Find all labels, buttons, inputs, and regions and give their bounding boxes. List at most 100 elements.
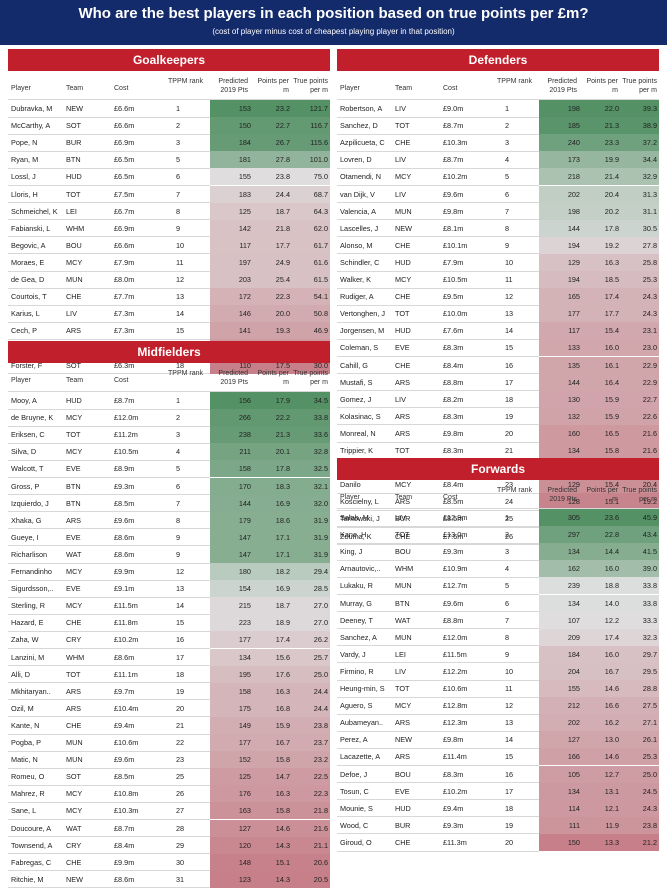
row-divider — [8, 733, 210, 735]
points-per-m-cell: 16.9 — [253, 580, 292, 598]
rank-cell: 25 — [176, 772, 185, 782]
table-row: Walker, K MCY £10.5m 11 194 18.5 25.3 — [337, 271, 659, 289]
row-divider — [337, 270, 539, 272]
table-row: Pope, N BUR £6.9m 3 184 26.7 115.6 — [8, 134, 330, 152]
table-row: Kolasinac, S ARS £8.3m 19 132 15.9 22.6 — [337, 407, 659, 425]
table-row: Wood, C BUR £9.3m 19 111 11.9 23.8 — [337, 816, 659, 834]
team-cell: TOT — [395, 530, 410, 540]
table-row: Monreal, N ARS £9.8m 20 160 16.5 21.6 — [337, 424, 659, 442]
true-points-per-m-cell: 24.3 — [621, 799, 659, 817]
col-header-points-per-m: Points per m — [257, 78, 289, 94]
row-divider — [337, 544, 539, 546]
rank-cell: 2 — [505, 530, 510, 540]
cost-cell: £8.8m — [443, 377, 464, 387]
row-divider — [8, 528, 210, 530]
row-divider — [8, 562, 210, 564]
cost-cell: £9.0m — [443, 104, 464, 113]
points-per-m-cell: 12.1 — [582, 799, 621, 817]
rank-cell: 20 — [176, 703, 185, 713]
player-cell: Mahrez, R — [11, 789, 45, 799]
cost-cell: £9.9m — [114, 567, 135, 576]
cost-cell: £9.6m — [443, 598, 464, 608]
row-divider — [8, 287, 210, 289]
player-cell: Ritchie, M — [11, 874, 44, 884]
true-points-per-m-cell: 22.5 — [292, 768, 330, 786]
rank-cell: 29 — [176, 840, 185, 850]
rank-cell: 2 — [176, 413, 181, 423]
row-divider — [8, 442, 210, 444]
player-cell: Perez, A — [340, 735, 368, 745]
table-row: Schindler, C HUD £7.9m 10 129 16.3 25.8 — [337, 253, 659, 271]
row-divider — [8, 270, 210, 272]
true-points-per-m-cell: 32.0 — [292, 494, 330, 512]
team-cell: HUD — [66, 396, 82, 405]
team-cell: CHE — [66, 292, 82, 302]
row-divider — [337, 133, 539, 135]
team-cell: MCY — [395, 172, 412, 182]
row-divider — [337, 167, 539, 169]
predicted-pts-cell: 132 — [539, 407, 582, 425]
row-divider — [337, 424, 539, 426]
row-divider — [337, 304, 539, 306]
player-cell: Kane, H — [340, 530, 367, 540]
team-cell: TOT — [395, 309, 410, 319]
team-cell: LIV — [395, 189, 406, 199]
true-points-per-m-cell: 25.8 — [621, 253, 659, 271]
predicted-pts-cell: 127 — [539, 731, 582, 749]
table-row: de Bruyne, K MCY £12.0m 2 266 22.2 33.8 — [8, 409, 330, 427]
true-points-per-m-cell: 62.0 — [292, 219, 330, 237]
rank-cell: 9 — [176, 549, 181, 559]
table-row: Mkhitaryan.. ARS £9.7m 19 158 16.3 24.4 — [8, 682, 330, 700]
points-per-m-cell: 21.3 — [253, 426, 292, 444]
player-cell: van Dijk, V — [340, 189, 375, 199]
cost-cell: £9.6m — [443, 189, 464, 199]
table-row: Vardy, J LEI £11.5m 9 184 16.0 29.7 — [337, 645, 659, 663]
table-row: Salah, M LIV £12.9m 1 305 23.6 45.9 — [337, 509, 659, 527]
rank-cell: 1 — [176, 396, 181, 405]
team-cell: BTN — [66, 155, 81, 165]
player-cell: Sterling, R — [11, 601, 46, 611]
team-cell: LIV — [395, 666, 406, 676]
predicted-pts-cell: 170 — [210, 477, 253, 495]
rank-cell: 14 — [176, 309, 185, 319]
team-cell: SOT — [66, 121, 81, 131]
col-header-cost: Cost — [443, 85, 458, 92]
rank-cell: 21 — [505, 446, 514, 455]
cost-cell: £10.0m — [443, 309, 468, 319]
row-divider — [8, 167, 210, 169]
predicted-pts-cell: 218 — [539, 168, 582, 186]
cost-cell: £8.5m — [443, 497, 464, 507]
rank-cell: 18 — [505, 394, 514, 404]
rank-cell: 14 — [505, 735, 514, 745]
table-row: Dubravka, M NEW £6.6m 1 153 23.2 121.7 — [8, 100, 330, 118]
points-per-m-cell: 22.7 — [253, 117, 292, 135]
rank-cell: 7 — [505, 206, 510, 216]
predicted-pts-cell: 266 — [210, 409, 253, 427]
col-header-tppm-rank: TPPM rank — [168, 370, 204, 377]
row-divider — [337, 321, 539, 323]
player-cell: Schindler, C — [340, 257, 380, 267]
player-cell: King, J — [340, 547, 363, 557]
rank-cell: 12 — [505, 701, 514, 711]
predicted-pts-cell: 195 — [210, 665, 253, 683]
cost-cell: £9.4m — [114, 720, 135, 730]
predicted-pts-cell: 158 — [210, 460, 253, 478]
team-cell: ARS — [395, 377, 411, 387]
player-cell: Danilo — [340, 480, 361, 490]
true-points-per-m-cell: 61.5 — [292, 271, 330, 289]
rank-cell: 13 — [176, 584, 185, 594]
team-cell: CHE — [395, 240, 411, 250]
rank-cell: 9 — [176, 532, 181, 542]
table-row: Lossl, J HUD £6.5m 6 155 23.8 75.0 — [8, 168, 330, 186]
rank-cell: 6 — [176, 481, 181, 491]
predicted-pts-cell: 120 — [210, 836, 253, 854]
rank-cell: 6 — [505, 598, 510, 608]
points-per-m-cell: 19.3 — [253, 322, 292, 340]
table-row: Pogba, P MUN £10.6m 22 177 16.7 23.7 — [8, 734, 330, 752]
cost-cell: £9.6m — [114, 515, 135, 525]
cost-cell: £7.9m — [443, 257, 464, 267]
row-divider — [8, 459, 210, 461]
player-cell: Walcott, T — [11, 464, 44, 474]
row-divider — [337, 373, 539, 375]
predicted-pts-cell: 134 — [210, 648, 253, 666]
